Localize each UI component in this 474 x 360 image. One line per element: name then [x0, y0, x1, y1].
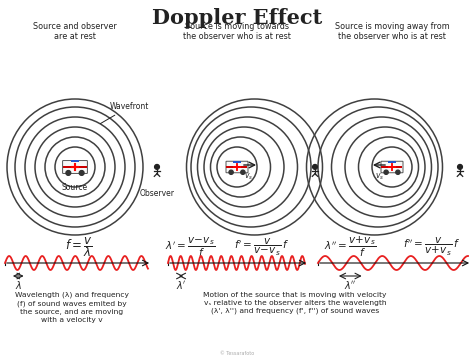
Text: Doppler Effect: Doppler Effect — [152, 8, 322, 28]
Circle shape — [312, 165, 318, 170]
Text: $\lambda'$: $\lambda'$ — [176, 279, 186, 291]
FancyBboxPatch shape — [226, 161, 248, 173]
Text: Source is moving away from
the observer who is at rest: Source is moving away from the observer … — [335, 22, 449, 41]
FancyBboxPatch shape — [381, 161, 403, 173]
Text: © Tessarafoto: © Tessarafoto — [220, 351, 254, 356]
Bar — [227, 166, 247, 168]
Circle shape — [384, 170, 388, 174]
Text: $\lambda''$: $\lambda''$ — [344, 279, 356, 291]
Text: $f = \dfrac{v}{\lambda}$: $f = \dfrac{v}{\lambda}$ — [65, 235, 93, 259]
Circle shape — [66, 171, 71, 175]
Circle shape — [396, 170, 400, 174]
Text: $\lambda'' = \dfrac{v\!+\!v_s}{f}$: $\lambda'' = \dfrac{v\!+\!v_s}{f}$ — [324, 235, 376, 259]
Text: Source: Source — [62, 183, 88, 192]
Circle shape — [155, 165, 160, 170]
Text: Wavelength (λ) and frequency
(f) of sound waves emited by
the source, and are mo: Wavelength (λ) and frequency (f) of soun… — [15, 292, 129, 323]
Bar — [233, 161, 241, 163]
Bar — [388, 161, 396, 163]
Text: Motion of the source that is moving with velocity
vₛ relative to the observer al: Motion of the source that is moving with… — [203, 292, 387, 315]
Text: Source is moving towards
the observer who is at rest: Source is moving towards the observer wh… — [183, 22, 291, 41]
Text: $f' = \dfrac{v}{v\!-\!v_s}\,f$: $f' = \dfrac{v}{v\!-\!v_s}\,f$ — [235, 237, 290, 257]
Text: Wavefront: Wavefront — [100, 102, 149, 123]
Text: $f'' = \dfrac{v}{v\!+\!v_s}\,f$: $f'' = \dfrac{v}{v\!+\!v_s}\,f$ — [403, 236, 461, 258]
FancyBboxPatch shape — [63, 161, 87, 174]
Bar — [71, 160, 79, 162]
Circle shape — [457, 165, 463, 170]
Text: $v_s$: $v_s$ — [245, 172, 254, 183]
Circle shape — [241, 170, 245, 174]
Text: Source and observer
are at rest: Source and observer are at rest — [33, 22, 117, 41]
Bar — [382, 166, 402, 168]
Circle shape — [79, 171, 84, 175]
Bar — [63, 166, 87, 168]
Text: $\lambda' = \dfrac{v\!-\!v_s}{f}$: $\lambda' = \dfrac{v\!-\!v_s}{f}$ — [165, 235, 215, 258]
Text: $v_s$: $v_s$ — [375, 172, 384, 183]
Circle shape — [229, 170, 233, 174]
Text: $\lambda$: $\lambda$ — [15, 279, 22, 291]
Text: Observer: Observer — [139, 189, 174, 198]
